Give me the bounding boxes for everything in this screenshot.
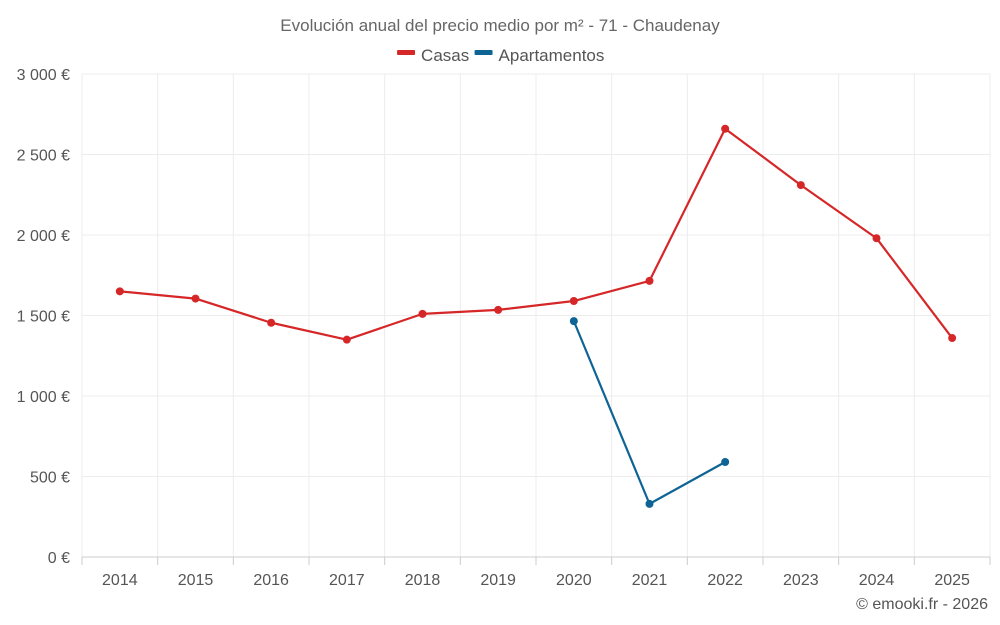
data-point <box>948 334 957 343</box>
data-point <box>645 499 654 508</box>
legend-label: Casas <box>421 46 469 65</box>
series-apartamentos <box>569 317 730 508</box>
y-tick-label: 2 500 € <box>17 148 70 165</box>
data-point <box>796 181 805 190</box>
legend-swatch <box>474 50 493 55</box>
legend-item: Apartamentos <box>474 46 605 65</box>
y-tick-label: 2 000 € <box>17 228 70 245</box>
legend-swatch <box>397 50 416 55</box>
data-point <box>569 317 578 326</box>
legend: Casas Apartamentos <box>397 46 604 65</box>
x-tick-label: 2020 <box>556 572 592 589</box>
x-tick-label: 2015 <box>178 572 214 589</box>
x-tick-label: 2014 <box>102 572 138 589</box>
data-point <box>872 234 881 243</box>
y-tick-label: 1 000 € <box>17 389 70 406</box>
x-tick-label: 2023 <box>783 572 819 589</box>
y-tick-label: 3 000 € <box>17 67 70 84</box>
data-point <box>494 305 503 314</box>
y-tick-label: 1 500 € <box>17 309 70 326</box>
x-tick-label: 2025 <box>934 572 970 589</box>
x-axis-ticks: 2014 2015 2016 2017 2018 2019 2020 2021 2022 2023… <box>81 557 991 589</box>
chart-title: Evolución anual del precio medio por m² … <box>280 16 720 35</box>
x-tick-label: 2017 <box>329 572 365 589</box>
data-point <box>267 318 276 327</box>
data-point <box>645 276 654 285</box>
x-tick-label: 2024 <box>859 572 895 589</box>
x-tick-label: 2016 <box>253 572 289 589</box>
data-point <box>721 124 730 133</box>
credit-text: © emooki.fr - 2026 <box>856 596 988 613</box>
x-tick-label: 2018 <box>405 572 441 589</box>
series-layer <box>115 124 957 508</box>
legend-item: Casas <box>397 46 469 65</box>
legend-label: Apartamentos <box>499 46 605 65</box>
grid <box>81 73 991 558</box>
data-point <box>191 294 200 303</box>
series-line <box>118 127 954 341</box>
x-tick-label: 2019 <box>480 572 516 589</box>
y-tick-label: 500 € <box>30 470 70 487</box>
data-point <box>569 297 578 306</box>
x-tick-label: 2021 <box>632 572 668 589</box>
series-casas <box>115 124 957 344</box>
y-tick-label: 0 € <box>48 550 70 567</box>
data-point <box>721 458 730 467</box>
x-tick-label: 2022 <box>707 572 743 589</box>
data-point <box>342 335 351 344</box>
data-point <box>115 287 124 296</box>
y-axis-ticks: 0 € 500 € 1 000 € 1 500 € 2 000 € 2 500 € 3 00… <box>17 67 70 567</box>
data-point <box>418 309 427 318</box>
